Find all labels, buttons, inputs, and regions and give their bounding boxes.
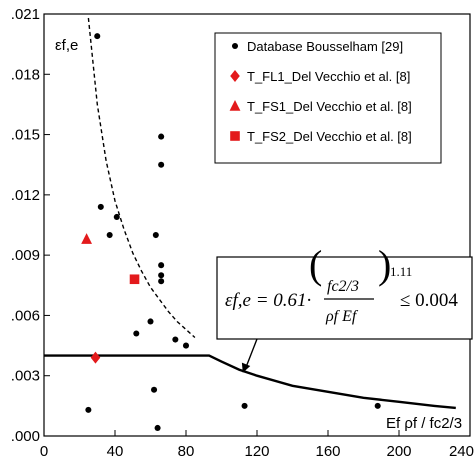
equation-numerator: fc2/3 bbox=[327, 278, 359, 295]
y-tick-label: .009 bbox=[11, 247, 40, 264]
data-point bbox=[129, 274, 140, 285]
x-tick-label: 80 bbox=[178, 443, 195, 460]
legend-entry: T_FS1_Del Vecchio et al. [8] bbox=[247, 99, 412, 114]
data-point bbox=[113, 213, 120, 220]
y-tick-label: .012 bbox=[11, 187, 40, 204]
x-axis-label: Ef ρf / fc2/3 bbox=[386, 415, 462, 432]
y-tick-label: .006 bbox=[11, 307, 40, 324]
data-point bbox=[133, 330, 140, 337]
y-tick-label: .015 bbox=[11, 127, 40, 144]
data-point bbox=[97, 203, 104, 210]
data-points bbox=[81, 33, 381, 431]
fitted-curves bbox=[44, 17, 456, 410]
equation-box: εf,e = 0.61· ( fc2/3 ρf Ef ) 1.11 ≤ 0.00… bbox=[216, 242, 473, 340]
data-point bbox=[172, 336, 179, 343]
legend-entry: T_FL1_Del Vecchio et al. [8] bbox=[247, 69, 410, 84]
y-tick-label: .018 bbox=[11, 66, 40, 83]
x-axis-ticks: 0 40 80 120 160 200 240 bbox=[40, 430, 474, 460]
y-axis-ticks: .000 .003 .006 .009 .012 .015 .018 .021 bbox=[11, 6, 50, 445]
y-tick-label: .021 bbox=[11, 6, 40, 23]
equation-rhs: ≤ 0.004 bbox=[400, 290, 458, 311]
data-point bbox=[241, 402, 248, 409]
legend-entry: T_FS2_Del Vecchio et al. [8] bbox=[247, 129, 412, 144]
x-tick-label: 120 bbox=[244, 443, 269, 460]
data-point bbox=[158, 262, 165, 269]
design-limit-curve bbox=[44, 354, 456, 410]
equation-lhs: εf,e = 0.61· bbox=[225, 290, 311, 311]
dashed-fit-curve bbox=[87, 17, 196, 339]
legend-entry: Database Bousselham [29] bbox=[247, 39, 403, 54]
x-tick-label: 200 bbox=[386, 443, 411, 460]
data-point bbox=[94, 33, 101, 40]
legend-marker bbox=[230, 131, 240, 141]
equation-exponent: 1.11 bbox=[390, 264, 412, 279]
arrow-shaft bbox=[245, 338, 258, 368]
data-point bbox=[151, 386, 158, 393]
data-point bbox=[147, 318, 154, 325]
y-axis-label: εf,e bbox=[55, 37, 78, 54]
legend-marker bbox=[230, 70, 240, 82]
legend-marker bbox=[229, 100, 241, 111]
data-point bbox=[152, 232, 159, 239]
data-point bbox=[158, 278, 165, 285]
data-point bbox=[158, 133, 165, 140]
data-point bbox=[374, 402, 381, 409]
x-tick-label: 40 bbox=[107, 443, 124, 460]
equation-left-paren: ( bbox=[309, 242, 322, 287]
data-point bbox=[90, 351, 101, 364]
y-tick-label: .003 bbox=[11, 368, 40, 385]
data-point bbox=[158, 161, 165, 168]
x-tick-label: 0 bbox=[40, 443, 48, 460]
annotation-arrow bbox=[241, 338, 258, 373]
data-point bbox=[158, 272, 165, 279]
y-tick-label: .000 bbox=[11, 428, 40, 445]
data-point bbox=[182, 342, 190, 349]
data-point bbox=[85, 406, 92, 413]
legend: Database Bousselham [29] T_FL1_Del Vecchi… bbox=[214, 32, 442, 164]
data-point bbox=[81, 233, 92, 244]
arrow-head bbox=[241, 362, 251, 373]
data-point bbox=[154, 424, 161, 431]
data-point bbox=[106, 232, 113, 239]
x-tick-label: 160 bbox=[315, 443, 340, 460]
x-tick-label: 240 bbox=[449, 443, 474, 460]
legend-marker bbox=[231, 42, 239, 50]
equation-right-paren: ) bbox=[378, 242, 391, 287]
equation-denominator: ρf Ef bbox=[325, 308, 359, 325]
